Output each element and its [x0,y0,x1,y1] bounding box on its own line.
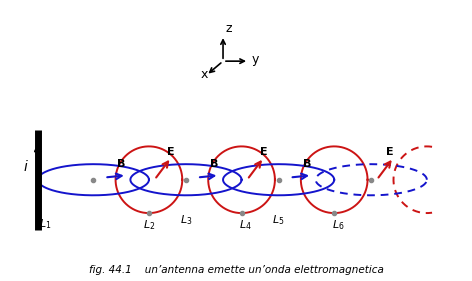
Text: fig. 44.1    un’antenna emette un’onda elettromagnetica: fig. 44.1 un’antenna emette un’onda elet… [89,265,383,275]
Text: E: E [386,147,394,157]
Text: E: E [260,147,268,157]
Text: y: y [252,53,259,66]
Text: $L_6$: $L_6$ [332,219,344,232]
Text: $L_1$: $L_1$ [39,217,51,231]
Text: $L_4$: $L_4$ [239,219,252,232]
Text: B: B [118,158,126,169]
Text: B: B [303,158,311,169]
Text: $L_2$: $L_2$ [143,219,155,232]
Text: i: i [24,160,27,174]
Text: E: E [168,147,175,157]
Text: x: x [201,68,208,81]
Text: $L_3$: $L_3$ [180,213,192,227]
Text: $L_5$: $L_5$ [272,213,285,227]
Text: B: B [210,158,219,169]
Text: z: z [226,22,232,35]
